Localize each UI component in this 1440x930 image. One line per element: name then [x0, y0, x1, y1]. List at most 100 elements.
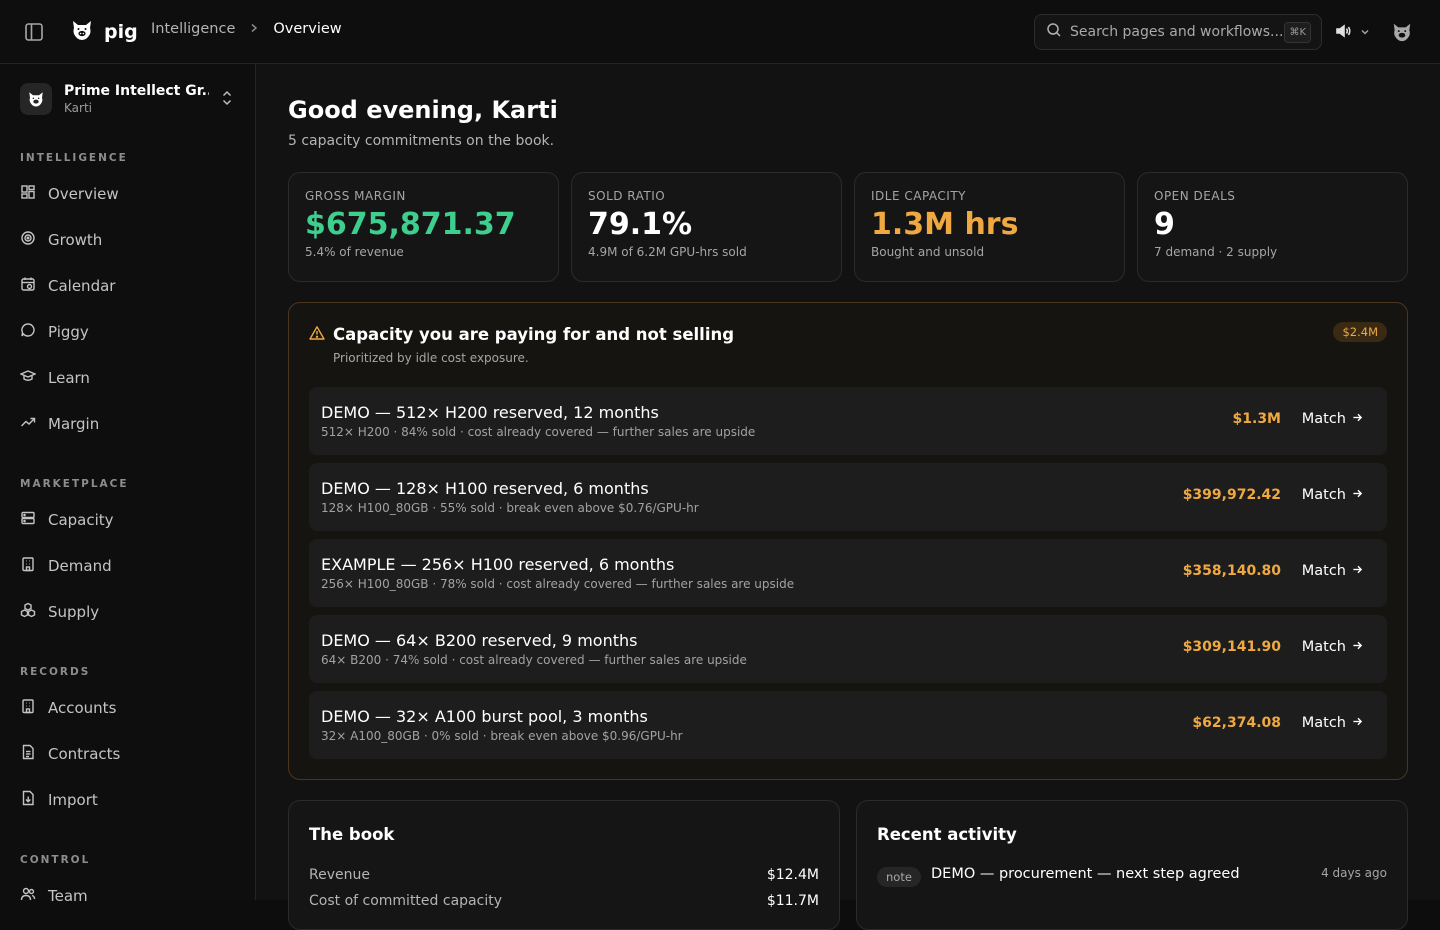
row-title: DEMO — 64× B200 reserved, 9 months: [321, 631, 638, 650]
sidebar-item-capacity[interactable]: Capacity: [20, 504, 236, 536]
sidebar-item-piggy[interactable]: Piggy: [20, 316, 236, 348]
org-switcher[interactable]: Prime Intellect Gr... Karti: [20, 82, 240, 116]
sound-toggle[interactable]: [1334, 22, 1370, 44]
arrow-right-icon: [1352, 639, 1363, 655]
building-icon: [20, 698, 36, 718]
sidebar-item-label: Growth: [48, 231, 103, 249]
book-label: Cost of committed capacity: [309, 893, 502, 909]
match-button[interactable]: Match: [1302, 487, 1363, 503]
sidebar-item-supply[interactable]: Supply: [20, 596, 236, 628]
sidebar-item-contracts[interactable]: Contracts: [20, 738, 236, 770]
alert-title: Capacity you are paying for and not sell…: [333, 325, 735, 344]
sidebar-item-demand[interactable]: Demand: [20, 550, 236, 582]
brand-logo[interactable]: pig: [70, 18, 138, 46]
user-avatar-icon[interactable]: [1391, 21, 1413, 47]
graduation-cap-icon: [19, 368, 37, 388]
match-label: Match: [1301, 563, 1346, 579]
list-item[interactable]: EXAMPLE — 256× H100 reserved, 6 months 2…: [309, 539, 1387, 607]
row-detail: 128× H100_80GB · 55% sold · break even a…: [321, 501, 699, 515]
arrow-right-icon: [1352, 487, 1363, 503]
row-detail: 64× B200 · 74% sold · cost already cover…: [321, 653, 747, 667]
match-button[interactable]: Match: [1302, 639, 1363, 655]
sidebar-item-label: Demand: [48, 557, 112, 575]
kpi-caption: 7 demand · 2 supply: [1154, 245, 1278, 259]
sidebar-item-label: Accounts: [48, 699, 117, 717]
activity-time: 4 days ago: [1321, 866, 1387, 880]
main-content: Good evening, Karti 5 capacity commitmen…: [256, 64, 1440, 930]
org-user: Karti: [64, 101, 92, 115]
row-detail: 256× H100_80GB · 78% sold · cost already…: [321, 577, 795, 591]
sidebar-item-label: Import: [48, 791, 98, 809]
arrow-right-icon: [1352, 411, 1363, 427]
chevron-updown-icon: [220, 89, 234, 111]
arrow-right-icon: [1352, 715, 1363, 731]
kpi-value: 79.1%: [588, 207, 693, 242]
sidebar-item-label: Contracts: [48, 745, 121, 763]
sidebar-item-margin[interactable]: Margin: [20, 408, 236, 440]
chevron-right-icon: [249, 22, 259, 36]
sidebar-item-calendar[interactable]: Calendar: [20, 270, 236, 302]
alert-total-badge: $2.4M: [1333, 322, 1387, 342]
kpi-card-open-deals: OPEN DEALS 9 7 demand · 2 supply: [1137, 172, 1408, 282]
match-button[interactable]: Match: [1302, 715, 1363, 731]
sidebar-item-label: Capacity: [48, 511, 114, 529]
sidebar-item-label: Learn: [48, 369, 90, 387]
row-title: DEMO — 512× H200 reserved, 12 months: [321, 403, 659, 422]
row-amount: $62,374.08: [1192, 715, 1281, 731]
kpi-label: GROSS MARGIN: [305, 189, 406, 203]
server-icon: [20, 510, 36, 530]
sidebar-item-overview[interactable]: Overview: [20, 178, 236, 210]
sidebar: Prime Intellect Gr... Karti INTELLIGENCE…: [0, 64, 256, 905]
row-amount: $358,140.80: [1182, 563, 1281, 579]
sidebar-item-label: Team: [48, 887, 88, 905]
sidebar-item-learn[interactable]: Learn: [19, 362, 236, 394]
warning-icon: [309, 325, 325, 345]
list-item[interactable]: DEMO — 64× B200 reserved, 9 months 64× B…: [309, 615, 1387, 683]
row-amount: $399,972.42: [1182, 487, 1281, 503]
sidebar-item-label: Overview: [48, 185, 119, 203]
breadcrumb-overview: Overview: [273, 21, 342, 37]
kpi-label: IDLE CAPACITY: [871, 189, 966, 203]
row-detail: 512× H200 · 84% sold · cost already cove…: [321, 425, 756, 439]
kpi-label: OPEN DEALS: [1154, 189, 1236, 203]
sidebar-item-accounts[interactable]: Accounts: [20, 692, 236, 724]
activity-tag: note: [877, 867, 921, 887]
match-label: Match: [1301, 639, 1346, 655]
search-input[interactable]: Search pages and workflows... ⌘K: [1034, 14, 1322, 50]
file-import-icon: [20, 790, 36, 810]
match-button[interactable]: Match: [1302, 563, 1363, 579]
match-button[interactable]: Match: [1302, 411, 1363, 427]
chat-bubble-icon: [20, 322, 36, 342]
sidebar-item-growth[interactable]: Growth: [20, 224, 236, 256]
activity-text[interactable]: DEMO — procurement — next step agreed: [931, 866, 1240, 882]
sidebar-item-label: Piggy: [48, 323, 89, 341]
sidebar-toggle-icon[interactable]: [22, 20, 46, 44]
sidebar-item-team[interactable]: Team: [20, 880, 236, 912]
list-item[interactable]: DEMO — 512× H200 reserved, 12 months 512…: [309, 387, 1387, 455]
building-icon: [20, 556, 36, 576]
nav-section-records: RECORDS: [20, 666, 91, 678]
book-value: $12.4M: [766, 867, 819, 883]
match-label: Match: [1301, 411, 1346, 427]
row-title: DEMO — 128× H100 reserved, 6 months: [321, 479, 649, 498]
row-amount: $1.3M: [1232, 411, 1281, 427]
chevron-down-icon: [1360, 25, 1370, 41]
arrow-right-icon: [1352, 563, 1363, 579]
card-title: Recent activity: [877, 825, 1017, 844]
sidebar-item-label: Margin: [48, 415, 100, 433]
kpi-caption: 5.4% of revenue: [305, 245, 404, 259]
sidebar-item-import[interactable]: Import: [20, 784, 236, 816]
breadcrumb: Intelligence Overview: [151, 21, 342, 37]
kpi-value: 1.3M hrs: [871, 207, 1019, 242]
breadcrumb-intelligence[interactable]: Intelligence: [151, 21, 236, 37]
list-item[interactable]: DEMO — 32× A100 burst pool, 3 months 32×…: [309, 691, 1387, 759]
page-title: Good evening, Karti: [288, 96, 558, 124]
book-card: The book Revenue $12.4M Cost of committe…: [288, 800, 840, 930]
list-item[interactable]: DEMO — 128× H100 reserved, 6 months 128×…: [309, 463, 1387, 531]
kpi-card-idle-capacity: IDLE CAPACITY 1.3M hrs Bought and unsold: [854, 172, 1125, 282]
kpi-caption: Bought and unsold: [871, 245, 985, 259]
org-avatar: [20, 83, 52, 115]
kpi-card-sold-ratio: SOLD RATIO 79.1% 4.9M of 6.2M GPU-hrs so…: [571, 172, 842, 282]
recent-activity-card: Recent activity note DEMO — procurement …: [856, 800, 1408, 930]
row-title: EXAMPLE — 256× H100 reserved, 6 months: [321, 555, 675, 574]
